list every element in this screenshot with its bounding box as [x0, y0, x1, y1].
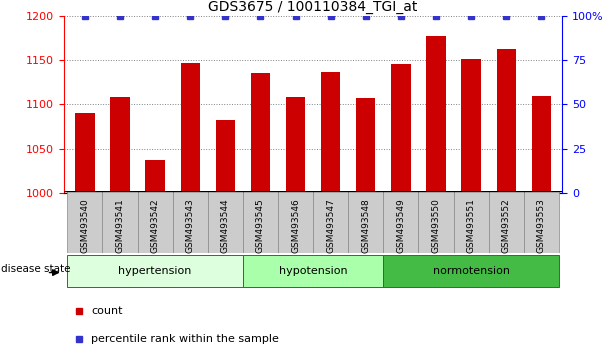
Bar — [111, 97, 130, 193]
Text: GSM493550: GSM493550 — [432, 199, 441, 253]
Bar — [67, 191, 103, 253]
Bar — [489, 191, 523, 253]
Text: GSM493544: GSM493544 — [221, 199, 230, 253]
Bar — [137, 191, 173, 253]
Bar — [243, 191, 278, 253]
Text: hypertension: hypertension — [119, 266, 192, 276]
Bar — [216, 120, 235, 193]
Text: percentile rank within the sample: percentile rank within the sample — [91, 334, 279, 344]
Text: GSM493551: GSM493551 — [466, 199, 475, 253]
Text: GSM493552: GSM493552 — [502, 199, 511, 253]
Bar — [418, 191, 454, 253]
Bar — [313, 191, 348, 253]
Bar — [243, 255, 383, 287]
Bar — [426, 36, 446, 193]
Bar — [75, 113, 95, 193]
Bar — [383, 255, 559, 287]
Text: GSM493548: GSM493548 — [361, 199, 370, 253]
Bar — [391, 64, 410, 193]
Text: GSM493540: GSM493540 — [80, 199, 89, 253]
Bar — [278, 191, 313, 253]
Text: GSM493553: GSM493553 — [537, 199, 546, 253]
Text: count: count — [91, 306, 123, 316]
Bar — [250, 73, 270, 193]
Text: GSM493549: GSM493549 — [396, 199, 406, 253]
Bar — [523, 191, 559, 253]
Bar — [286, 97, 305, 193]
Bar — [383, 191, 418, 253]
Text: hypotension: hypotension — [279, 266, 347, 276]
Bar — [145, 160, 165, 193]
Bar — [181, 63, 200, 193]
Bar — [497, 48, 516, 193]
Bar — [67, 255, 243, 287]
Text: GSM493545: GSM493545 — [256, 199, 265, 253]
Bar — [348, 191, 383, 253]
Text: GSM493543: GSM493543 — [185, 199, 195, 253]
Bar — [454, 191, 489, 253]
Bar — [103, 191, 137, 253]
Text: GSM493542: GSM493542 — [151, 199, 160, 253]
Title: GDS3675 / 100110384_TGI_at: GDS3675 / 100110384_TGI_at — [209, 0, 418, 13]
Bar — [173, 191, 208, 253]
Text: GSM493547: GSM493547 — [326, 199, 335, 253]
Bar — [356, 98, 375, 193]
Text: GSM493546: GSM493546 — [291, 199, 300, 253]
Bar — [321, 72, 340, 193]
Text: GSM493541: GSM493541 — [116, 199, 125, 253]
Text: normotension: normotension — [433, 266, 510, 276]
Bar — [208, 191, 243, 253]
Bar — [461, 59, 481, 193]
Text: disease state: disease state — [1, 264, 71, 274]
Bar — [531, 96, 551, 193]
